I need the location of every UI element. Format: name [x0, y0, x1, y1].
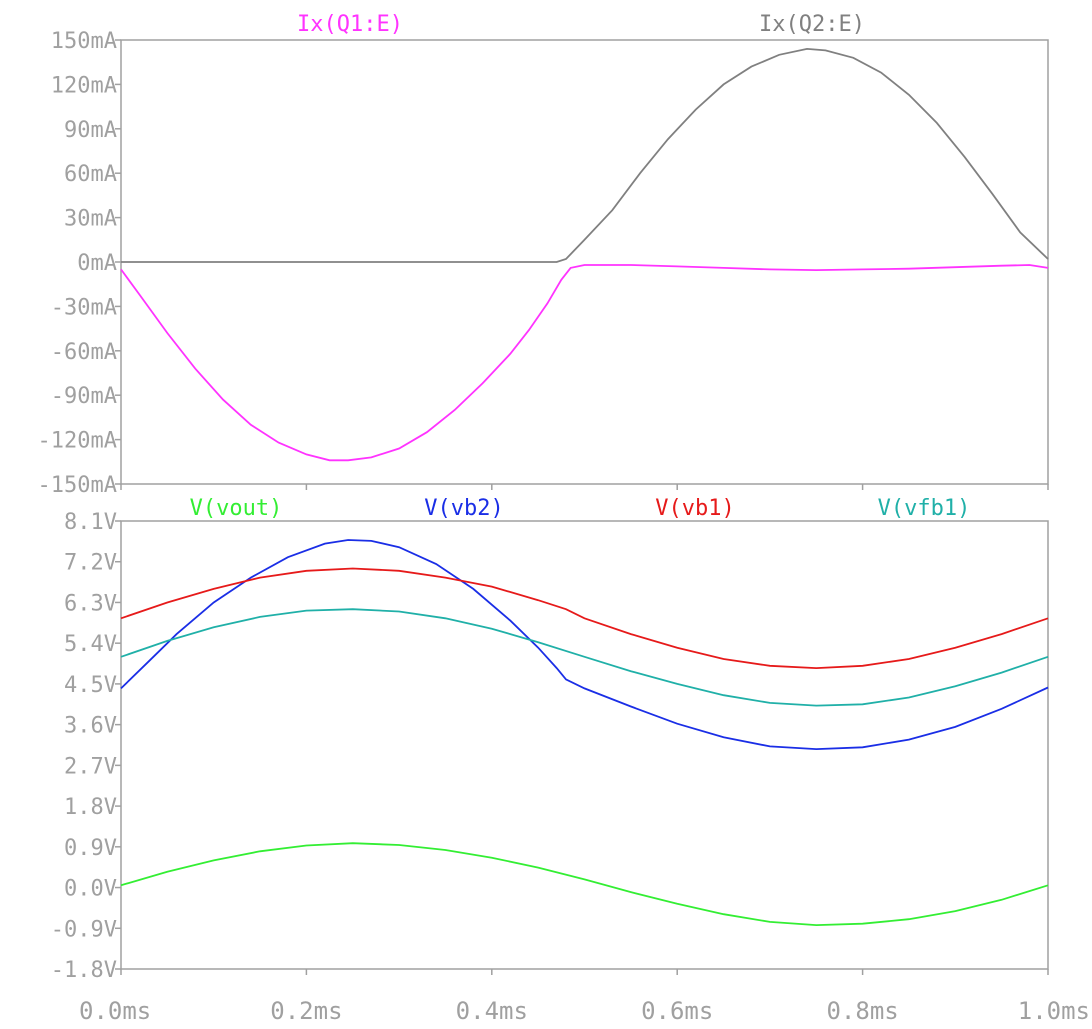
series-line-ix-q2-e-	[121, 47, 1049, 263]
x-tick-label: 0.8ms	[826, 997, 898, 1025]
x-tick-label: 0.2ms	[270, 997, 342, 1025]
y-tick-label: 30mA	[64, 207, 117, 232]
x-tick-label: 0.0ms	[79, 997, 151, 1025]
y-tick-label: 0.0V	[64, 877, 117, 902]
voltage-pane: 8.1V 7.2V 6.3V 5.4V 4.5V 3.6V 2.7V 1.8V 0.9V 0.0V…	[51, 496, 1090, 1025]
plot-frame	[120, 520, 1049, 970]
y-tick-label: 90mA	[64, 118, 117, 143]
y-tick-label: -30mA	[51, 295, 117, 320]
x-tick-label: 0.6ms	[641, 997, 713, 1025]
y-tick-label: 0.9V	[64, 836, 117, 861]
series-line-v-vfb1-	[120, 608, 1049, 707]
y-tick-label: 1.8V	[64, 795, 117, 820]
series-line-v-vb1-	[120, 567, 1049, 670]
legend-entry: V(vout)	[190, 496, 283, 521]
y-tick-label: 0mA	[77, 251, 117, 276]
y-tick-label: -1.8V	[51, 958, 117, 983]
y-tick-label: 3.6V	[64, 714, 117, 739]
y-tick-label: 8.1V	[64, 510, 117, 535]
y-tick-label: 120mA	[51, 73, 117, 98]
legend-entry: Ix(Q2:E)	[759, 12, 865, 37]
y-tick-label: 7.2V	[64, 551, 117, 576]
y-tick-label: 6.3V	[64, 591, 117, 616]
y-tick-label: 2.7V	[64, 754, 117, 779]
y-tick-label: 4.5V	[64, 673, 117, 698]
y-tick-label: -120mA	[38, 429, 117, 454]
x-tick-label: 0.4ms	[456, 997, 528, 1025]
legend-entry: V(vfb1)	[878, 496, 971, 521]
legend-entry: V(vb1)	[655, 496, 734, 521]
legend-entry: V(vb2)	[424, 496, 503, 521]
x-tick-label: 1.0ms	[1018, 997, 1090, 1025]
current-pane: 150mA 120mA 90mA 60mA 30mA 0mA -30mA -60mA -90mA…	[38, 12, 1049, 498]
y-tick-label: 5.4V	[64, 632, 117, 657]
y-tick-label: -150mA	[38, 473, 117, 498]
series-line-v-vb2-	[120, 539, 1049, 751]
y-tick-label: 60mA	[64, 162, 117, 187]
y-tick-label: -0.9V	[51, 917, 117, 942]
y-tick-label: -60mA	[51, 340, 117, 365]
series-line-ix-q1-e-	[120, 264, 1049, 462]
legend-entry: Ix(Q1:E)	[297, 12, 403, 37]
y-tick-label: -90mA	[51, 384, 117, 409]
series-line-v-vout-	[120, 842, 1049, 927]
y-tick-label: 150mA	[51, 29, 117, 54]
